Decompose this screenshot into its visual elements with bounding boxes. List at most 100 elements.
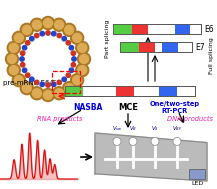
Text: pre-mRNA E6/E7: pre-mRNA E6/E7 xyxy=(3,80,61,86)
Circle shape xyxy=(22,46,27,50)
Circle shape xyxy=(32,89,41,98)
Circle shape xyxy=(53,18,66,31)
Circle shape xyxy=(57,80,61,85)
Circle shape xyxy=(20,82,33,95)
Circle shape xyxy=(30,77,34,81)
Circle shape xyxy=(151,137,159,145)
Text: MCE: MCE xyxy=(118,102,138,112)
Circle shape xyxy=(40,82,44,87)
Circle shape xyxy=(12,31,25,44)
Circle shape xyxy=(41,88,54,101)
Bar xyxy=(189,169,205,179)
Circle shape xyxy=(63,23,76,36)
Circle shape xyxy=(43,19,53,28)
Circle shape xyxy=(73,33,82,42)
Circle shape xyxy=(9,66,18,75)
Bar xyxy=(52,71,80,93)
Circle shape xyxy=(71,63,76,67)
Text: E6: E6 xyxy=(204,25,214,33)
Circle shape xyxy=(43,91,53,99)
Circle shape xyxy=(9,43,18,52)
Circle shape xyxy=(173,137,181,145)
Circle shape xyxy=(22,84,31,93)
Circle shape xyxy=(66,41,71,45)
Polygon shape xyxy=(95,133,207,181)
Text: $V_B$: $V_B$ xyxy=(129,125,137,133)
Circle shape xyxy=(62,77,66,81)
Text: One/two-step: One/two-step xyxy=(150,101,200,107)
Bar xyxy=(120,42,139,52)
Circle shape xyxy=(71,31,84,44)
Circle shape xyxy=(30,36,34,41)
Circle shape xyxy=(78,43,87,52)
Circle shape xyxy=(5,53,18,66)
Circle shape xyxy=(55,89,64,98)
Bar xyxy=(113,24,201,34)
Circle shape xyxy=(71,51,76,55)
Circle shape xyxy=(20,63,25,67)
Circle shape xyxy=(14,33,23,42)
Circle shape xyxy=(46,31,50,35)
Circle shape xyxy=(53,87,66,100)
Circle shape xyxy=(65,25,74,34)
Circle shape xyxy=(71,74,84,87)
Text: Full splicing: Full splicing xyxy=(209,38,214,74)
Bar xyxy=(120,42,192,52)
Text: E7: E7 xyxy=(195,43,205,51)
Circle shape xyxy=(52,82,56,87)
Text: NASBA: NASBA xyxy=(73,102,103,112)
Circle shape xyxy=(65,84,74,93)
Circle shape xyxy=(20,57,24,61)
Circle shape xyxy=(72,57,76,61)
Bar xyxy=(65,86,195,96)
Circle shape xyxy=(22,68,27,72)
Bar xyxy=(65,86,83,96)
Text: Part splicing: Part splicing xyxy=(105,20,110,58)
Bar xyxy=(162,42,178,52)
Circle shape xyxy=(79,54,89,64)
Circle shape xyxy=(52,31,56,36)
Bar xyxy=(113,24,201,34)
Circle shape xyxy=(55,20,64,29)
Circle shape xyxy=(22,25,31,34)
Circle shape xyxy=(46,83,50,87)
Circle shape xyxy=(40,31,44,36)
Bar xyxy=(113,24,132,34)
Text: $V_{sw}$: $V_{sw}$ xyxy=(112,125,122,133)
Circle shape xyxy=(20,51,25,55)
Bar xyxy=(132,24,148,34)
Circle shape xyxy=(66,73,71,77)
Circle shape xyxy=(35,33,39,38)
Circle shape xyxy=(20,23,33,36)
Circle shape xyxy=(69,46,74,50)
Circle shape xyxy=(7,64,20,77)
Circle shape xyxy=(77,53,90,66)
Text: DNA products: DNA products xyxy=(167,116,213,122)
Bar xyxy=(175,24,191,34)
Text: $V_{BF}$: $V_{BF}$ xyxy=(172,125,182,133)
Circle shape xyxy=(30,87,43,100)
Circle shape xyxy=(30,18,43,31)
Bar xyxy=(65,86,195,96)
Circle shape xyxy=(25,41,30,45)
Bar xyxy=(139,42,155,52)
Circle shape xyxy=(69,68,74,72)
Bar xyxy=(120,42,192,52)
Circle shape xyxy=(31,42,65,76)
Circle shape xyxy=(62,36,66,41)
Circle shape xyxy=(113,137,121,145)
Circle shape xyxy=(41,16,54,29)
Circle shape xyxy=(7,41,20,54)
Text: LED: LED xyxy=(191,181,203,186)
Circle shape xyxy=(14,76,23,85)
Circle shape xyxy=(25,73,30,77)
Circle shape xyxy=(8,54,16,64)
Bar xyxy=(116,86,134,96)
Bar xyxy=(159,86,177,96)
Circle shape xyxy=(35,80,39,85)
Circle shape xyxy=(76,41,89,54)
Circle shape xyxy=(57,33,61,38)
Circle shape xyxy=(73,76,82,85)
Circle shape xyxy=(32,43,64,75)
Circle shape xyxy=(63,82,76,95)
